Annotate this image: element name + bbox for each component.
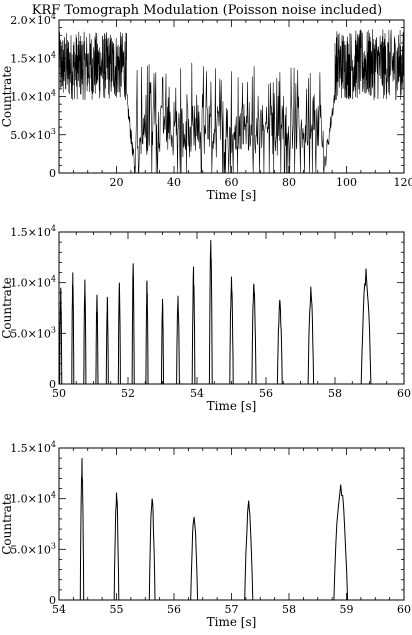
peak-13 <box>250 283 258 385</box>
y-axis-label: Countrate <box>0 493 14 555</box>
peak-9 <box>175 295 181 385</box>
peak-14 <box>275 299 284 385</box>
x-tick-label: 54 <box>190 387 204 400</box>
x-tick-label: 58 <box>282 603 296 616</box>
y-tick-label: 1.5×104 <box>10 224 56 239</box>
peak-3 <box>95 294 99 385</box>
y-tick-label: 1.0×104 <box>10 275 56 290</box>
x-tick-label: 55 <box>110 603 124 616</box>
peak-6 <box>131 263 135 385</box>
x-tick-label: 56 <box>167 603 181 616</box>
y-tick-label: 0 <box>49 167 56 180</box>
y-tick-label: 5.0×103 <box>10 325 56 340</box>
series-line-countrate <box>58 29 405 174</box>
y-tick-label: 0 <box>49 378 56 391</box>
peak-5 <box>117 282 121 385</box>
x-tick-label: 52 <box>121 387 135 400</box>
x-tick-label: 60 <box>397 387 411 400</box>
peak-12 <box>228 276 235 385</box>
x-tick-label: 59 <box>340 603 354 616</box>
x-tick-label: 20 <box>110 176 124 189</box>
y-axis-label: Countrate <box>0 66 14 128</box>
figure-title: KRF Tomograph Modulation (Poisson noise … <box>32 3 382 18</box>
y-tick-label: 1.5×104 <box>10 50 56 65</box>
y-tick-label: 5.0×103 <box>10 127 56 142</box>
x-tick-label: 80 <box>282 176 296 189</box>
peak-0 <box>79 458 85 601</box>
x-tick-label: 40 <box>167 176 181 189</box>
y-tick-label: 5.0×103 <box>10 541 56 556</box>
plot-frame <box>58 231 405 385</box>
peak-16 <box>358 268 374 385</box>
y-axis-label: Countrate <box>0 277 14 339</box>
y-tick-label: 1.5×104 <box>10 440 56 455</box>
peak-8 <box>160 298 165 385</box>
peak-0 <box>59 287 63 385</box>
peak-1 <box>112 492 121 601</box>
plot-frame <box>58 447 405 601</box>
x-tick-label: 120 <box>394 176 412 189</box>
x-tick-label: 50 <box>52 387 66 400</box>
x-tick-label: 56 <box>259 387 273 400</box>
x-axis-label: Time [s] <box>207 399 257 413</box>
x-axis-label: Time [s] <box>207 188 257 202</box>
x-tick-label: 54 <box>52 603 66 616</box>
y-tick-label: 0 <box>49 594 56 607</box>
peak-3 <box>188 516 200 601</box>
peak-2 <box>83 279 87 385</box>
peak-4 <box>242 500 256 601</box>
peak-7 <box>145 280 149 385</box>
peak-10 <box>191 266 196 385</box>
x-tick-label: 100 <box>336 176 357 189</box>
panel-zoom-50-60: 50 52 54 56 58 60 0 5.0×103 1.0×104 1.5×104 Time [… <box>0 224 411 413</box>
x-tick-label: 60 <box>225 176 239 189</box>
panel-zoom-54-60: 54 55 56 57 58 59 60 0 5.0×103 1.0×104 1.5×104 Time… <box>0 440 411 629</box>
x-tick-label: 60 <box>397 603 411 616</box>
peak-1 <box>71 272 75 385</box>
x-axis-label: Time [s] <box>207 615 257 629</box>
x-tick-label: 58 <box>328 387 342 400</box>
y-tick-label: 1.0×104 <box>10 89 56 104</box>
y-tick-label: 1.0×104 <box>10 491 56 506</box>
x-tick-label: 57 <box>225 603 239 616</box>
peak-5 <box>329 484 352 601</box>
peak-11 <box>208 240 213 385</box>
y-tick-label: 2.0×104 <box>10 12 56 27</box>
peak-15 <box>306 286 316 385</box>
panel-overview: 20 40 60 80 100 120 0 5.0×103 1.0×104 1.5×104 2.0×… <box>0 12 412 202</box>
peak-4 <box>105 296 109 385</box>
peak-2 <box>147 498 157 601</box>
